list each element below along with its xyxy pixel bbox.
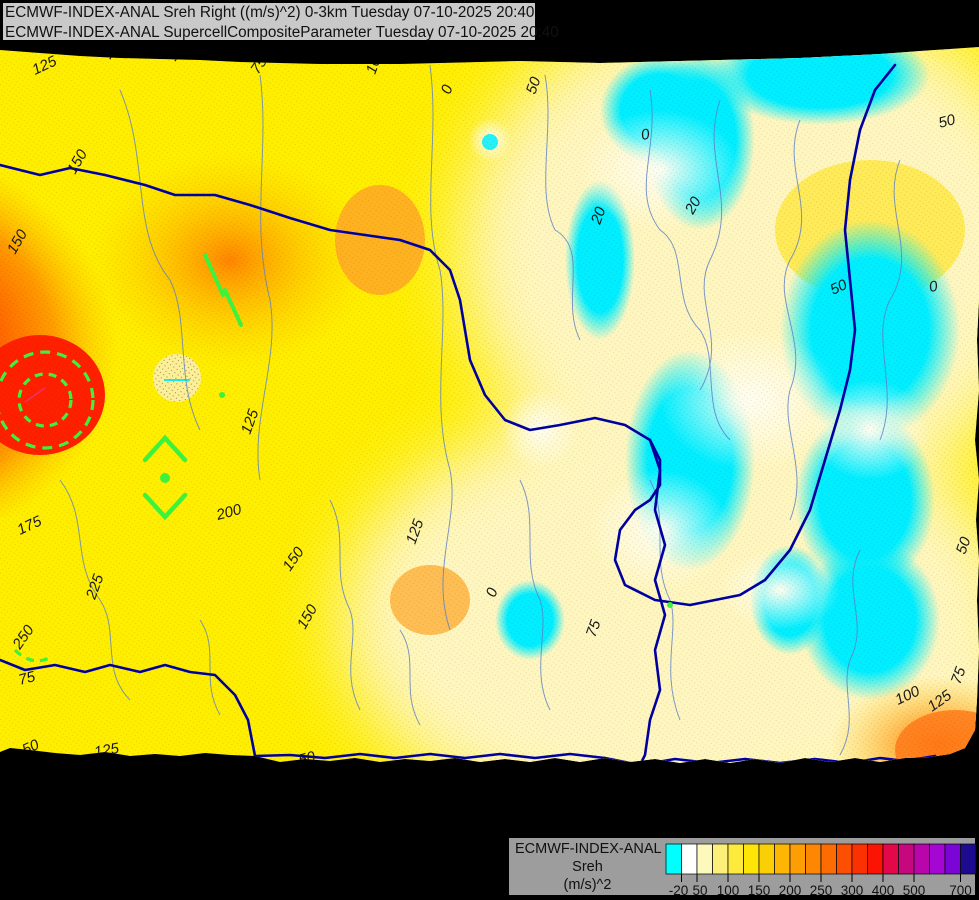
svg-text:125: 125 (93, 740, 121, 761)
svg-text:50: 50 (107, 760, 128, 781)
